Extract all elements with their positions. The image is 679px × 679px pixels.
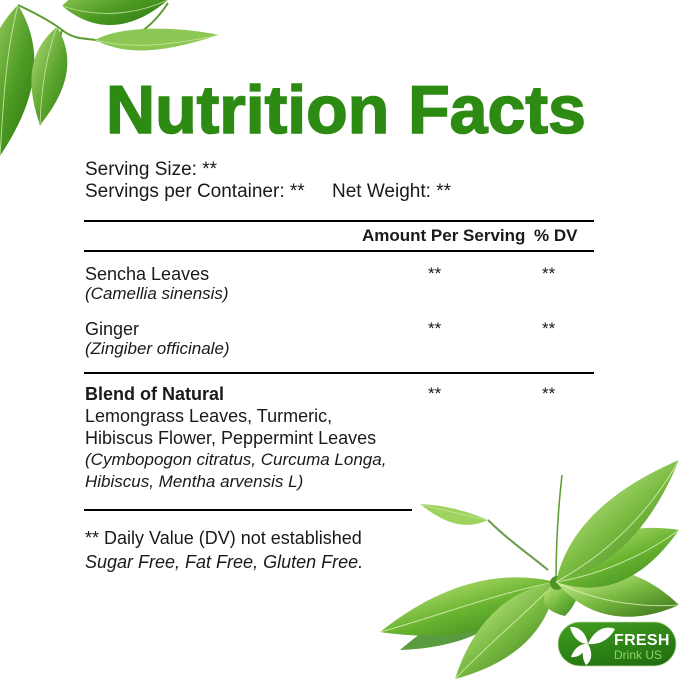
svg-text:FRESH: FRESH: [614, 632, 670, 649]
svg-text:Drink US: Drink US: [614, 648, 662, 662]
